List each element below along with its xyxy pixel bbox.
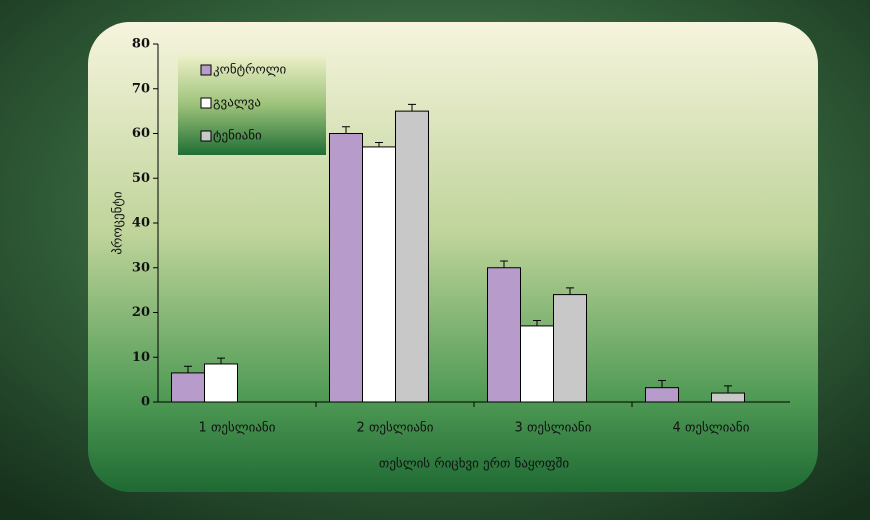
error-bar: [724, 385, 732, 394]
y-axis-label: პროცენტი: [111, 191, 126, 254]
bar: [395, 110, 429, 403]
legend-swatch: [200, 64, 212, 76]
y-tick-label: 30: [132, 260, 150, 275]
legend-label: ტენიანი: [213, 129, 262, 144]
error-bar: [658, 380, 666, 388]
bar: [204, 363, 238, 403]
error-bar: [533, 320, 541, 326]
error-bar: [184, 365, 192, 373]
error-bar: [408, 103, 416, 112]
y-tick-label: 10: [132, 350, 150, 365]
bar: [645, 387, 679, 403]
legend-label: კონტროლი: [213, 63, 287, 78]
bar: [711, 392, 745, 403]
x-tick-label: 2 თესლიანი: [357, 421, 434, 436]
bar: [520, 325, 554, 403]
legend-swatch: [200, 130, 212, 142]
y-tick-label: 80: [132, 37, 150, 52]
bar: [553, 294, 587, 403]
y-tick-label: 60: [132, 126, 150, 141]
bar: [171, 372, 205, 403]
y-tick-label: 0: [141, 395, 150, 410]
error-bar: [375, 141, 383, 147]
error-bar: [217, 357, 225, 364]
legend-label: გვალვა: [213, 96, 261, 111]
bar: [362, 146, 396, 403]
x-axis-label: თესლის რიცხვი ერთ ნაყოფში: [379, 457, 569, 472]
x-tick-label: 1 თესლიანი: [199, 421, 276, 436]
bar: [487, 267, 521, 403]
error-bar: [566, 287, 574, 295]
y-tick-label: 40: [132, 216, 150, 231]
error-bar: [500, 260, 508, 268]
y-tick-label: 20: [132, 305, 150, 320]
x-tick-label: 3 თესლიანი: [515, 421, 592, 436]
x-tick-label: 4 თესლიანი: [673, 421, 750, 436]
error-bar: [342, 126, 350, 134]
legend-swatch: [200, 97, 212, 109]
y-tick-label: 50: [132, 171, 150, 186]
y-tick-label: 70: [132, 81, 150, 96]
bar: [329, 133, 363, 403]
